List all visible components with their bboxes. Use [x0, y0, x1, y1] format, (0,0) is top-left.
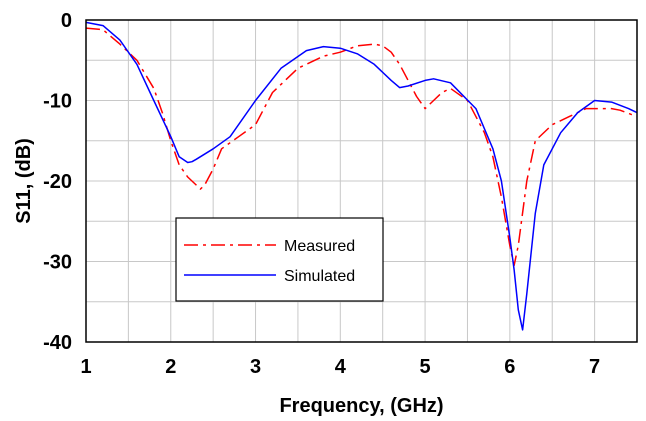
x-tick-label: 6 — [504, 356, 515, 378]
legend-label-simulated: Simulated — [284, 268, 355, 285]
x-axis-label: Frequency, (GHz) — [279, 395, 443, 417]
legend-box — [175, 217, 384, 302]
x-tick-label: 7 — [589, 356, 600, 378]
x-tick-label: 3 — [250, 356, 261, 378]
y-tick-label: -30 — [43, 252, 72, 274]
y-tick-label: -10 — [43, 91, 72, 113]
tick-labels: 1 2 3 4 5 6 7 0 -10 -20 -30 -40 — [43, 10, 600, 378]
series-line-simulated — [85, 21, 638, 331]
x-tick-label: 5 — [420, 356, 431, 378]
plot-frame — [85, 19, 638, 343]
x-tick-label: 2 — [165, 356, 176, 378]
x-tick-label: 4 — [335, 356, 347, 378]
series-layer — [85, 21, 638, 331]
legend-label-measured: Measured — [284, 238, 355, 255]
y-tick-label: 0 — [61, 10, 72, 32]
y-tick-label: -40 — [43, 332, 72, 354]
series-line-measured — [85, 27, 638, 267]
x-tick-label: 1 — [80, 356, 91, 378]
legend: Measured Simulated — [175, 217, 384, 302]
y-axis-label: S11, (dB) — [13, 138, 35, 224]
y-tick-label: -20 — [43, 171, 72, 193]
